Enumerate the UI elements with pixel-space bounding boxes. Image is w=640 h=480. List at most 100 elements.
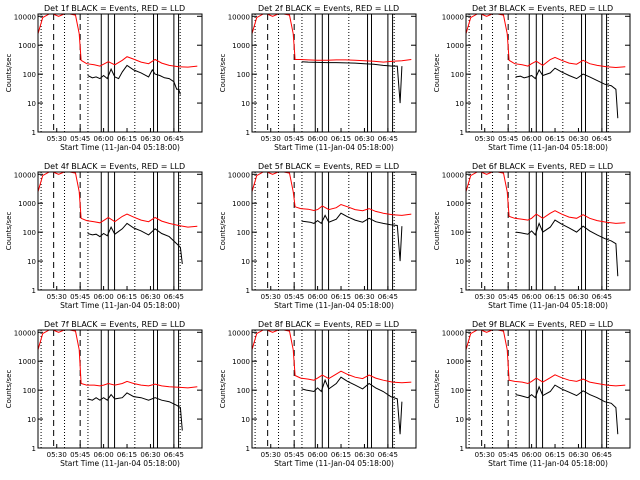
x-tick-label: 06:00: [522, 293, 542, 301]
x-tick-label: 06:45: [164, 293, 184, 301]
y-tick-label: 1000: [232, 358, 250, 366]
detector-panel: Det 8f BLACK = Events, RED = LLD 1 10 100 10…: [219, 320, 417, 468]
y-axis-label: Counts/sec: [433, 212, 441, 251]
lld-series-line: [38, 172, 198, 228]
events-series-line: [301, 61, 403, 104]
x-tick-label: 06:15: [117, 135, 137, 143]
y-tick-label: 10: [241, 416, 250, 424]
y-tick-label: 10000: [442, 13, 464, 21]
x-axis-label: Start Time (11-Jan-04 05:18:00): [488, 143, 608, 152]
lld-series-line: [466, 172, 626, 224]
x-tick-label: 06:45: [378, 293, 398, 301]
x-tick-label: 06:15: [545, 135, 565, 143]
y-tick-label: 1: [246, 287, 250, 295]
lld-series-line: [252, 172, 412, 216]
y-tick-label: 10: [455, 100, 464, 108]
panel-title: Det 5f BLACK = Events, RED = LLD: [258, 162, 399, 171]
x-tick-label: 06:00: [308, 293, 328, 301]
panel-title: Det 9f BLACK = Events, RED = LLD: [472, 320, 613, 329]
x-tick-label: 06:30: [568, 135, 588, 143]
detector-panel: Det 5f BLACK = Events, RED = LLD 1 10 100 10…: [219, 162, 417, 310]
plot-frame: [37, 171, 203, 291]
plot-frame: [465, 171, 631, 291]
x-tick-label: 05:30: [475, 293, 495, 301]
x-axis-label: Start Time (11-Jan-04 05:18:00): [488, 301, 608, 310]
events-series-line: [515, 67, 619, 119]
x-tick-label: 05:30: [47, 293, 67, 301]
x-tick-label: 06:00: [522, 135, 542, 143]
detector-panel: Det 2f BLACK = Events, RED = LLD 1 10 100 10…: [219, 4, 417, 152]
y-tick-label: 1: [460, 129, 464, 137]
x-axis-label: Start Time (11-Jan-04 05:18:00): [274, 301, 394, 310]
y-tick-label: 10: [455, 258, 464, 266]
y-tick-label: 100: [237, 71, 250, 79]
x-tick-label: 05:30: [47, 451, 67, 459]
y-tick-label: 1: [32, 287, 36, 295]
y-tick-label: 10000: [228, 171, 250, 179]
y-tick-label: 100: [451, 229, 464, 237]
x-tick-label: 05:30: [261, 293, 281, 301]
y-tick-label: 10000: [14, 13, 36, 21]
x-tick-label: 06:00: [94, 451, 114, 459]
detector-panel: Det 6f BLACK = Events, RED = LLD 1 10 100 10…: [433, 162, 631, 310]
y-tick-label: 1: [32, 445, 36, 453]
y-tick-label: 1000: [446, 358, 464, 366]
y-axis-label: Counts/sec: [219, 212, 227, 251]
x-axis-label: Start Time (11-Jan-04 05:18:00): [488, 459, 608, 468]
x-tick-label: 06:30: [140, 135, 160, 143]
x-tick-label: 05:45: [498, 451, 518, 459]
y-tick-label: 1000: [232, 200, 250, 208]
x-tick-label: 05:30: [475, 135, 495, 143]
y-tick-label: 1: [32, 129, 36, 137]
x-tick-label: 06:15: [117, 293, 137, 301]
x-tick-label: 06:30: [140, 451, 160, 459]
y-tick-label: 10: [455, 416, 464, 424]
x-axis-label: Start Time (11-Jan-04 05:18:00): [274, 459, 394, 468]
y-tick-label: 10000: [442, 171, 464, 179]
y-tick-label: 1: [246, 445, 250, 453]
events-series-line: [87, 392, 183, 431]
x-tick-label: 05:30: [47, 135, 67, 143]
lld-series-line: [38, 330, 198, 389]
x-tick-label: 06:30: [354, 135, 374, 143]
event-markers: [468, 14, 609, 132]
x-tick-label: 06:45: [592, 135, 612, 143]
y-tick-label: 1000: [18, 200, 36, 208]
x-tick-label: 06:30: [568, 451, 588, 459]
detector-panel: Det 4f BLACK = Events, RED = LLD 1 10 100 10…: [5, 162, 203, 310]
lld-series-line: [466, 14, 626, 69]
y-axis-label: Counts/sec: [5, 370, 13, 409]
x-tick-label: 05:45: [284, 451, 304, 459]
plot-frame: [37, 329, 203, 449]
y-tick-label: 10000: [228, 13, 250, 21]
event-markers: [254, 330, 395, 448]
y-tick-label: 1000: [18, 42, 36, 50]
y-tick-label: 10: [241, 258, 250, 266]
y-tick-label: 100: [23, 229, 36, 237]
x-tick-label: 06:00: [308, 135, 328, 143]
y-tick-label: 100: [237, 229, 250, 237]
x-tick-label: 05:45: [70, 135, 90, 143]
panel-title: Det 1f BLACK = Events, RED = LLD: [44, 4, 185, 13]
x-tick-label: 06:15: [331, 451, 351, 459]
x-tick-label: 05:30: [261, 135, 281, 143]
y-tick-label: 100: [451, 387, 464, 395]
lld-series-line: [38, 14, 198, 68]
y-axis-label: Counts/sec: [219, 54, 227, 93]
y-tick-label: 10: [27, 416, 36, 424]
panel-title: Det 7f BLACK = Events, RED = LLD: [44, 320, 185, 329]
x-tick-label: 06:30: [354, 293, 374, 301]
events-series-line: [515, 219, 619, 277]
y-tick-label: 100: [451, 71, 464, 79]
event-markers: [254, 14, 395, 132]
plot-frame: [251, 329, 417, 449]
y-tick-label: 10: [241, 100, 250, 108]
x-axis-label: Start Time (11-Jan-04 05:18:00): [60, 459, 180, 468]
x-tick-label: 06:45: [592, 451, 612, 459]
detector-panel: Det 9f BLACK = Events, RED = LLD 1 10 100 10…: [433, 320, 631, 468]
event-markers: [468, 330, 609, 448]
y-axis-label: Counts/sec: [433, 54, 441, 93]
x-axis-label: Start Time (11-Jan-04 05:18:00): [60, 143, 180, 152]
event-markers: [254, 172, 395, 290]
